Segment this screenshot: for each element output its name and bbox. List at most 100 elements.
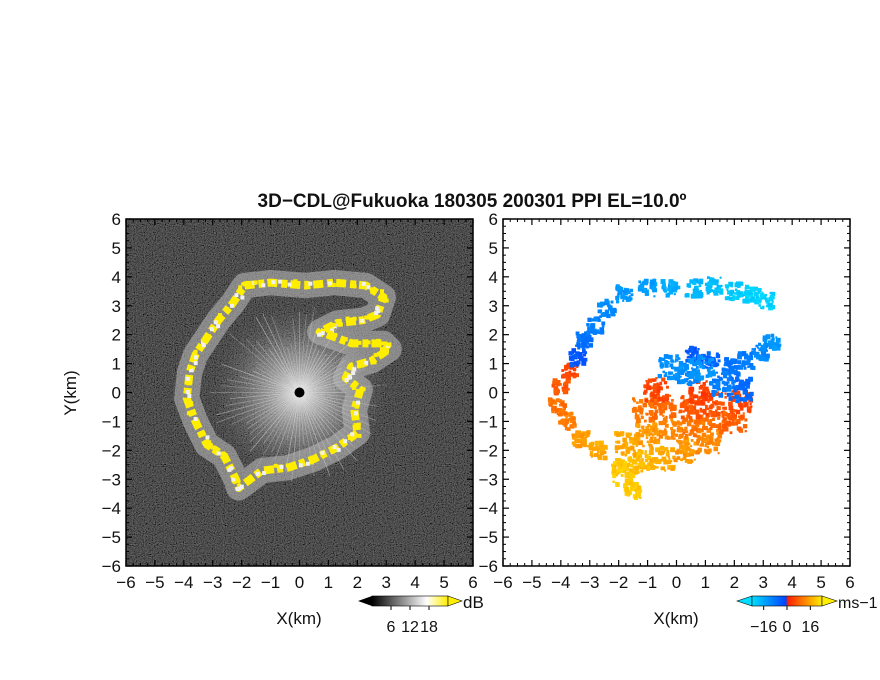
echo-pixel [187, 394, 192, 399]
velocity-arc-pixel [748, 363, 754, 368]
velocity-arc-pixel [727, 360, 732, 365]
near-range-ray [249, 392, 300, 443]
velocity-arc-pixel [700, 353, 706, 359]
velocity-arc-pixel [751, 299, 755, 303]
velocity-arc-pixel [704, 356, 709, 361]
velocity-fan-pixel [628, 477, 634, 483]
right-x-tick-label: −2 [609, 573, 628, 592]
velocity-fan-pixel [616, 440, 621, 444]
velocity-fan-pixel [663, 406, 668, 411]
velocity-fan-pixel [715, 444, 718, 447]
right-x-tick-label: −6 [493, 573, 512, 592]
right-x-tick-label: −4 [551, 573, 570, 592]
velocity-arc-pixel [561, 387, 566, 392]
velocity-arc-pixel [661, 285, 666, 290]
velocity-arc-pixel [746, 357, 750, 361]
left-colorbar-ramp [371, 595, 449, 607]
velocity-arc-pixel [593, 453, 598, 457]
velocity-arc-pixel [575, 431, 579, 436]
velocity-fan-pixel [674, 433, 679, 437]
velocity-arc-pixel [630, 487, 633, 490]
echo-pixel [351, 370, 356, 375]
velocity-fan-pixel [718, 427, 721, 430]
velocity-fan-pixel [722, 370, 728, 376]
velocity-arc-pixel [588, 445, 594, 451]
velocity-fan-pixel [637, 449, 642, 453]
velocity-arc-pixel [760, 344, 766, 350]
velocity-arc-pixel [584, 351, 587, 354]
left-colorbar-tick-label: 12 [401, 619, 419, 636]
velocity-arc-pixel [716, 363, 720, 367]
velocity-arc-pixel [549, 404, 552, 407]
velocity-fan-pixel [700, 443, 705, 447]
velocity-fan-pixel [742, 397, 748, 402]
echo-pixel [340, 280, 345, 285]
velocity-arc-pixel [768, 345, 773, 350]
velocity-fan-pixel [723, 406, 727, 410]
velocity-fan-pixel [678, 365, 684, 370]
velocity-fan-pixel [706, 445, 710, 449]
velocity-fan-pixel [704, 417, 709, 422]
velocity-fan-pixel [678, 421, 683, 426]
velocity-arc-pixel [694, 356, 699, 361]
echo-pixel [238, 285, 243, 290]
velocity-fan-pixel [700, 396, 703, 399]
velocity-fan-pixel [691, 367, 694, 370]
velocity-arc-pixel [753, 352, 759, 358]
velocity-arc-pixel [639, 496, 642, 499]
velocity-arc-pixel [566, 412, 569, 415]
velocity-arc-pixel [663, 285, 666, 288]
velocity-fan-pixel [666, 399, 669, 402]
velocity-fan-pixel [726, 386, 732, 392]
velocity-fan-pixel [663, 428, 667, 432]
echo-pixel [202, 338, 207, 343]
velocity-fan-pixel [656, 402, 661, 407]
velocity-arc-pixel [649, 284, 655, 289]
velocity-arc-pixel [551, 408, 554, 411]
velocity-fan-pixel [667, 455, 670, 458]
velocity-arc-pixel [562, 421, 567, 426]
velocity-arc-pixel [757, 346, 760, 349]
velocity-arc-pixel [566, 378, 571, 384]
velocity-fan-pixel [742, 424, 748, 429]
velocity-arc-pixel [595, 330, 600, 334]
velocity-arc-pixel [574, 433, 578, 437]
velocity-fan-pixel [717, 386, 720, 390]
velocity-fan-pixel [735, 399, 740, 404]
velocity-fan-pixel [656, 440, 661, 445]
velocity-arc-pixel [729, 361, 733, 365]
velocity-arc-pixel [753, 300, 756, 303]
near-range-ray [255, 361, 300, 393]
velocity-fan-pixel [627, 462, 631, 467]
velocity-fan-pixel [707, 391, 711, 395]
velocity-fan-pixel [632, 449, 636, 453]
velocity-arc-pixel [589, 450, 594, 455]
velocity-arc-pixel [573, 436, 577, 440]
velocity-arc-pixel [652, 289, 655, 293]
velocity-fan-pixel [669, 363, 674, 368]
velocity-arc-pixel [724, 357, 729, 362]
velocity-arc-pixel [745, 284, 749, 289]
velocity-fan-pixel [629, 445, 635, 451]
velocity-fan-pixel [718, 387, 721, 391]
velocity-fan-pixel [739, 379, 743, 383]
near-range-ray [228, 332, 300, 393]
velocity-fan-pixel [642, 402, 647, 408]
velocity-fan-pixel [665, 402, 668, 405]
velocity-fan-pixel [666, 436, 671, 440]
velocity-fan-pixel [638, 440, 643, 446]
velocity-arc-pixel [615, 300, 620, 304]
velocity-fan-pixel [726, 392, 731, 397]
velocity-fan-pixel [679, 379, 685, 385]
velocity-fan-pixel [676, 420, 680, 424]
left-x-tick-label: 5 [439, 573, 448, 592]
velocity-arc-pixel [571, 433, 575, 437]
echo-pixel [384, 298, 389, 303]
velocity-fan-pixel [668, 457, 671, 461]
velocity-fan-pixel [636, 442, 640, 446]
left-plot-frame [125, 218, 474, 567]
velocity-fan-pixel [696, 442, 700, 446]
velocity-fan-pixel [686, 452, 690, 456]
velocity-fan-pixel [664, 469, 667, 472]
velocity-fan-pixel [716, 430, 721, 436]
